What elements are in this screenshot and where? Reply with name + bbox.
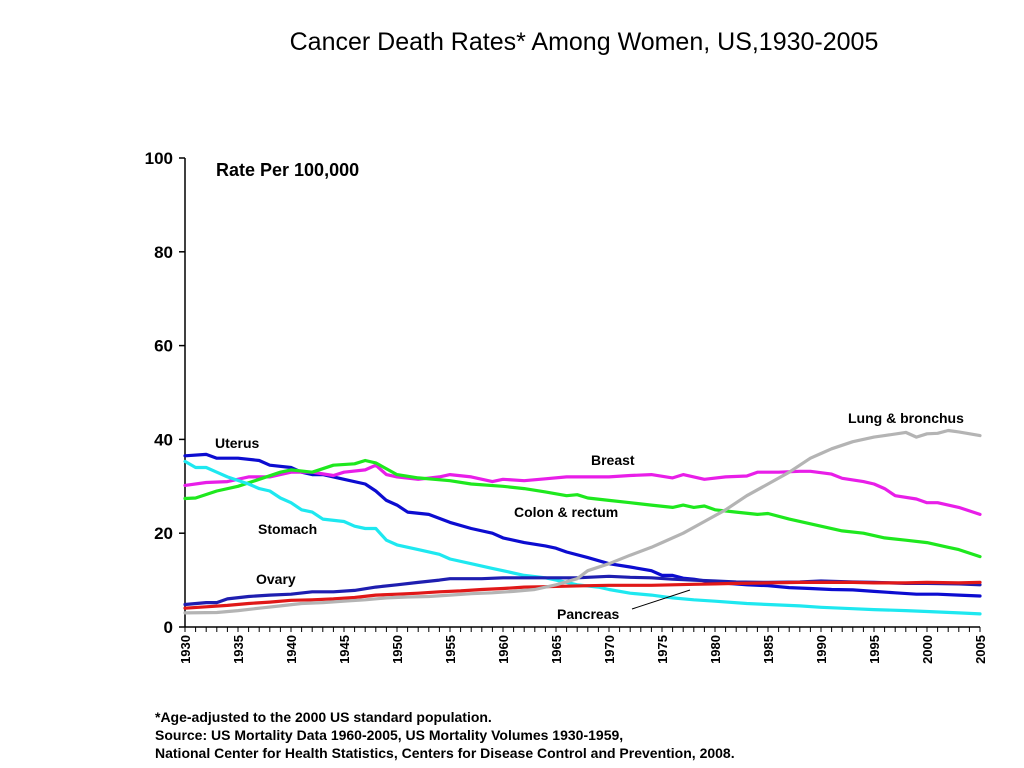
y-tick-label: 0 [164, 618, 173, 637]
x-tick-label: 1945 [337, 635, 352, 664]
x-tick-label: 1990 [814, 635, 829, 664]
series-label-uterus: Uterus [215, 435, 260, 451]
x-tick-label: 1930 [178, 635, 193, 664]
y-tick-label: 80 [154, 243, 173, 262]
x-tick-label: 1980 [708, 635, 723, 664]
x-tick-label: 2000 [920, 635, 935, 664]
series-line-breast [183, 463, 982, 516]
series-label-ovary: Ovary [256, 571, 296, 587]
series-line-pancreas [183, 580, 982, 610]
x-tick-label: 1970 [602, 635, 617, 664]
chart-title: Cancer Death Rates* Among Women, US,1930… [289, 28, 879, 56]
x-tick-label: 1935 [231, 635, 246, 664]
series-line-lung-and-bronchus [183, 428, 982, 615]
x-tick-label: 1985 [761, 635, 776, 664]
series-line-stomach [183, 459, 982, 616]
x-tick-label: 2005 [973, 635, 988, 664]
x-tick-label: 1955 [443, 635, 458, 664]
footnote-line-nchs: National Center for Health Statistics, C… [155, 745, 735, 761]
series-label-lung-and-bronchus: Lung & bronchus [848, 410, 964, 426]
x-tick-label: 1965 [549, 635, 564, 664]
series-label-stomach: Stomach [258, 521, 317, 537]
x-tick-label: 1950 [390, 635, 405, 664]
series-label-pancreas: Pancreas [557, 606, 619, 622]
pancreas-leader-line [631, 589, 691, 610]
footnote: *Age-adjusted to the 2000 US standard po… [155, 708, 735, 762]
footnote-line-source: Source: US Mortality Data 1960-2005, US … [155, 727, 624, 743]
y-tick-label: 60 [154, 337, 173, 356]
x-tick-label: 1960 [496, 635, 511, 664]
series-label-breast: Breast [591, 452, 635, 468]
y-tick-label: 20 [154, 524, 173, 543]
y-tick-label: 40 [154, 430, 173, 449]
x-tick-label: 1975 [655, 635, 670, 664]
series-label-colon-and-rectum: Colon & rectum [514, 504, 618, 520]
footnote-line-age-adjusted: *Age-adjusted to the 2000 US standard po… [155, 709, 492, 725]
x-tick-label: 1940 [284, 635, 299, 664]
series-line-colon-and-rectum [183, 458, 982, 559]
y-tick-label: 100 [145, 149, 173, 168]
x-tick-label: 1995 [867, 635, 882, 664]
y-axis-label: Rate Per 100,000 [216, 160, 359, 180]
